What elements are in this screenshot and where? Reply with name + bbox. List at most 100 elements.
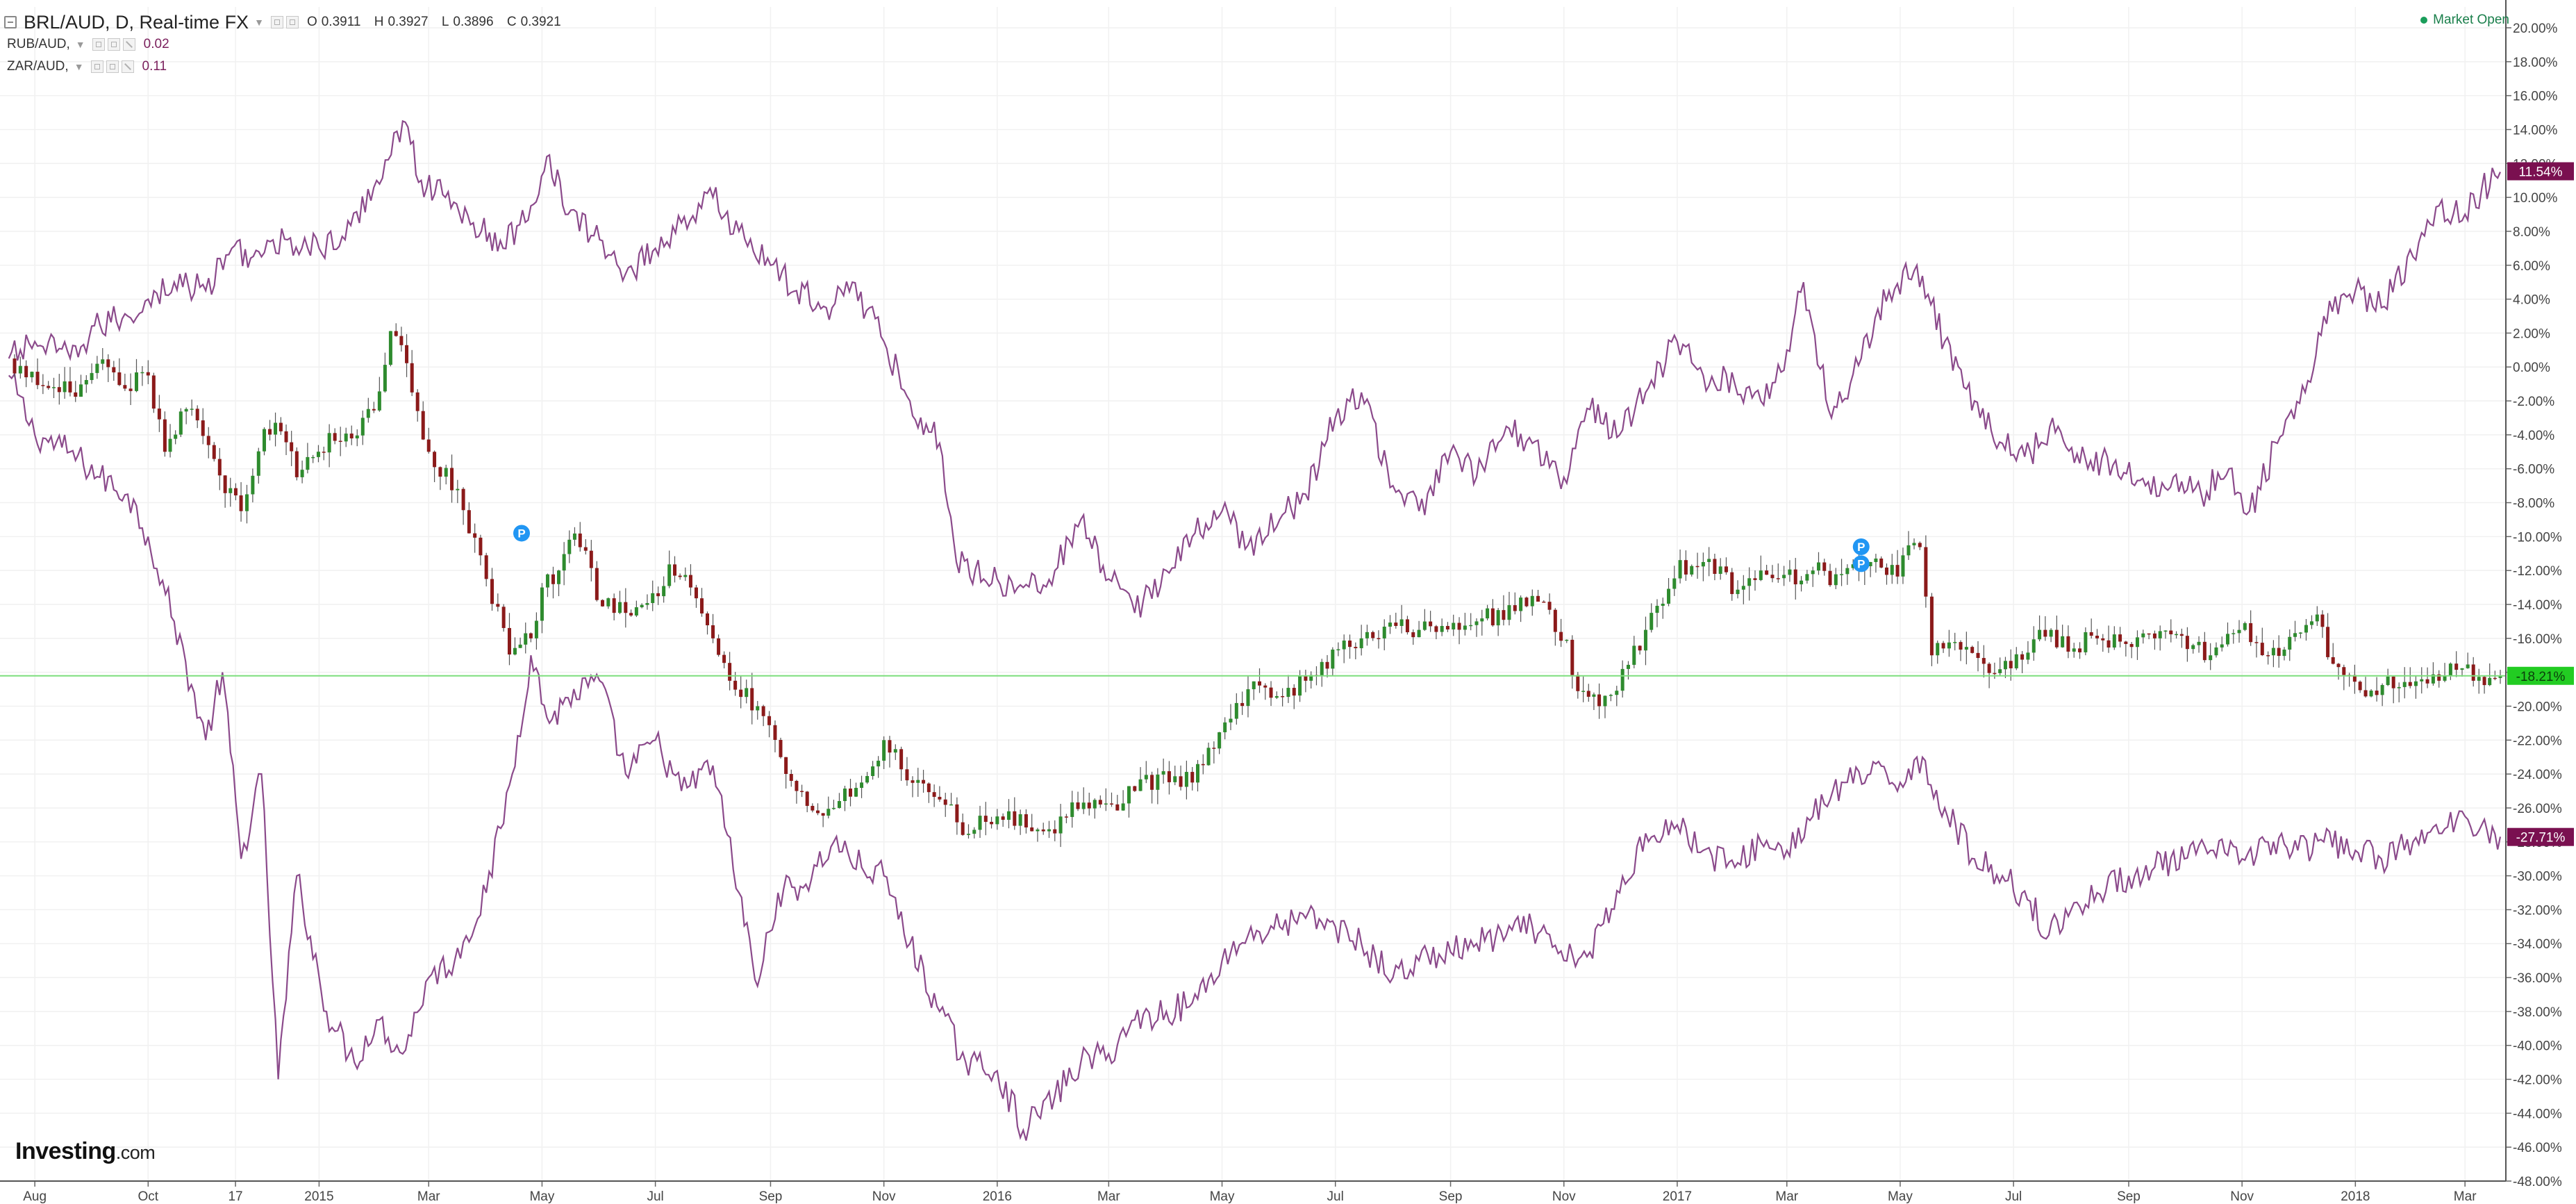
- candle-body: [174, 434, 178, 439]
- candle-body: [1638, 645, 1642, 651]
- y-tick-label: -2.00%: [2513, 395, 2554, 409]
- remove-icon[interactable]: [121, 60, 134, 73]
- candle-body: [90, 372, 94, 380]
- candle-body: [779, 740, 783, 757]
- candle-body: [1765, 570, 1769, 575]
- candle-body: [1741, 586, 1745, 590]
- candle-body: [2220, 644, 2224, 648]
- candle-body: [595, 568, 599, 600]
- candle-body: [1161, 771, 1165, 775]
- candle-body: [1690, 566, 1694, 575]
- event-marker-circle: [1852, 538, 1870, 555]
- hide-icon[interactable]: [107, 38, 120, 51]
- candle-body: [2498, 675, 2502, 678]
- candle-body: [24, 365, 28, 378]
- y-tick-label: -44.00%: [2513, 1107, 2562, 1121]
- candle-body: [344, 434, 348, 442]
- main-symbol-label[interactable]: BRL/AUD, D, Real-time FX: [24, 11, 249, 33]
- candle-body: [13, 358, 17, 374]
- candle-body: [1661, 603, 1665, 607]
- candle-body: [1565, 639, 1569, 641]
- candle-body: [1298, 675, 1302, 696]
- candle-body: [2271, 648, 2275, 656]
- candle-body: [972, 830, 977, 834]
- candle-body: [1001, 816, 1005, 820]
- candle-body: [349, 434, 354, 439]
- value-badge-bg: [2507, 162, 2574, 181]
- candle-body: [2141, 633, 2145, 638]
- event-marker-circle: [513, 525, 531, 542]
- chevron-down-icon[interactable]: ▼: [74, 61, 84, 72]
- candle-body: [1388, 622, 1392, 627]
- candle-body: [1597, 694, 1602, 707]
- candle-body: [228, 488, 233, 493]
- y-tick-label: -36.00%: [2513, 971, 2562, 986]
- candle-body: [212, 445, 216, 459]
- candle-body: [1507, 605, 1511, 620]
- candle-body: [206, 436, 210, 445]
- candle-body: [826, 809, 831, 816]
- candle-body: [2482, 677, 2486, 686]
- compare-symbol-label[interactable]: RUB/AUD,: [7, 37, 70, 51]
- candle-body: [300, 470, 304, 477]
- comparison-lines: [8, 119, 2502, 1141]
- x-tick-label: Mar: [1775, 1189, 1798, 1204]
- candle-body: [2249, 622, 2253, 643]
- y-tick-label: 18.00%: [2513, 56, 2558, 70]
- candle-body: [201, 420, 205, 436]
- candle-body: [773, 725, 777, 741]
- remove-icon[interactable]: [122, 38, 135, 51]
- candle-body: [1405, 619, 1409, 633]
- candle-body: [1581, 691, 1586, 692]
- candle-body: [1286, 688, 1290, 698]
- candle-body: [667, 564, 672, 586]
- candle-body: [645, 603, 649, 605]
- candle-body: [756, 706, 760, 711]
- candle-body: [865, 775, 870, 783]
- x-tick-label: Sep: [2117, 1189, 2141, 1204]
- candle-body: [1399, 619, 1404, 626]
- candle-body: [831, 807, 836, 809]
- candle-body: [949, 804, 954, 806]
- candle-body: [484, 555, 488, 579]
- collapse-legend-icon[interactable]: [4, 16, 17, 28]
- candle-body: [467, 510, 471, 534]
- candle-body: [51, 387, 56, 388]
- settings-icon[interactable]: [92, 38, 105, 51]
- settings-icon[interactable]: [90, 60, 103, 73]
- x-tick-label: 2017: [1663, 1189, 1692, 1204]
- candle-body: [784, 757, 788, 775]
- hide-icon[interactable]: [106, 60, 119, 73]
- candle-body: [2320, 614, 2325, 627]
- market-status: Market Open: [2420, 13, 2509, 28]
- candle-body: [1519, 597, 1523, 611]
- candle-body: [405, 345, 409, 363]
- candle-body: [2331, 657, 2335, 664]
- compare-symbol-label[interactable]: ZAR/AUD,: [7, 59, 69, 74]
- logo-brand: Investing: [15, 1138, 116, 1164]
- candle-body: [583, 547, 588, 551]
- hide-icon[interactable]: [285, 16, 299, 28]
- candle-body: [1643, 629, 1647, 651]
- candle-body: [268, 429, 272, 435]
- candle-body: [1212, 748, 1216, 749]
- chevron-down-icon[interactable]: ▼: [75, 39, 85, 50]
- event-markers[interactable]: PPP: [513, 525, 1870, 572]
- settings-icon[interactable]: [270, 16, 283, 28]
- candle-body: [795, 780, 799, 791]
- y-tick-label: 6.00%: [2513, 259, 2550, 274]
- candle-body: [800, 791, 804, 793]
- candle-body: [68, 381, 72, 393]
- candle-body: [1924, 547, 1928, 597]
- candle-body: [355, 435, 359, 439]
- candle-body: [789, 774, 793, 781]
- ohlc-readout: O 0.3911 H 0.3927 L 0.3896 C 0.3921: [307, 15, 571, 30]
- chevron-down-icon[interactable]: ▼: [254, 17, 264, 28]
- candle-body: [79, 384, 83, 397]
- candle-body: [640, 604, 644, 608]
- candle-body: [438, 467, 442, 477]
- candle-body: [1167, 771, 1171, 782]
